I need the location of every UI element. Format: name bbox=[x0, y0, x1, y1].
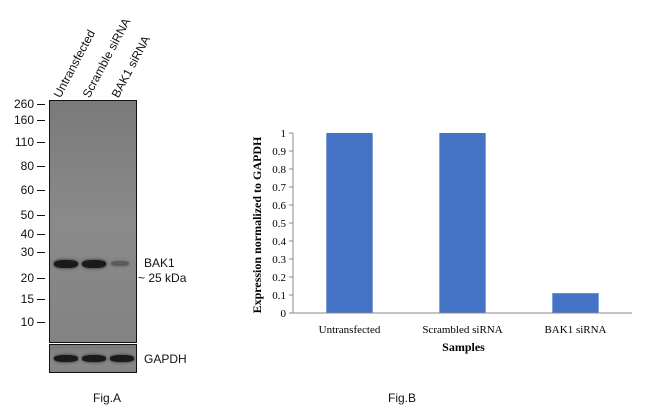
blot-membrane-main bbox=[49, 100, 137, 343]
mw-marker-160: 160 bbox=[13, 113, 34, 127]
mw-marker-60: 60 bbox=[20, 183, 34, 197]
band-bak1-scramble bbox=[82, 260, 106, 268]
mw-marker-20: 20 bbox=[20, 271, 34, 285]
figure-b-caption: Fig.B bbox=[388, 391, 417, 405]
band-gapdh-scramble bbox=[82, 355, 106, 362]
mw-tick bbox=[37, 278, 45, 279]
target-size-label: ~ 25 kDa bbox=[138, 271, 187, 285]
mw-tick bbox=[37, 104, 45, 105]
mw-tick bbox=[37, 190, 45, 191]
mw-marker-260: 260 bbox=[13, 97, 34, 111]
mw-marker-40: 40 bbox=[20, 227, 34, 241]
mw-marker-10: 10 bbox=[20, 315, 34, 329]
bar bbox=[326, 133, 373, 313]
mw-tick bbox=[37, 215, 45, 216]
x-axis-title: Samples bbox=[442, 340, 485, 354]
mw-marker-110: 110 bbox=[14, 135, 34, 149]
x-axis-tick-labels: Untransfected Scrambled siRNA BAK1 siRNA bbox=[319, 324, 607, 336]
mw-tick bbox=[37, 252, 45, 253]
mw-tick bbox=[37, 299, 45, 300]
y-tick-label: 0.1 bbox=[272, 290, 286, 302]
blot-membrane-gapdh bbox=[49, 344, 137, 373]
mw-tick bbox=[37, 120, 45, 121]
mw-marker-30: 30 bbox=[20, 245, 34, 259]
x-tick-label: BAK1 siRNA bbox=[544, 324, 606, 336]
x-tick-label: Untransfected bbox=[319, 324, 381, 336]
band-bak1-knockdown bbox=[111, 261, 129, 266]
band-gapdh-untransfected bbox=[54, 355, 78, 362]
mw-marker-50: 50 bbox=[20, 208, 34, 222]
y-tick-label: 0.8 bbox=[272, 164, 286, 176]
bar-series bbox=[326, 133, 599, 313]
loading-control-label: GAPDH bbox=[144, 352, 187, 366]
band-gapdh-bak1 bbox=[110, 355, 134, 362]
mw-marker-80: 80 bbox=[20, 159, 34, 173]
mw-marker-15: 15 bbox=[20, 292, 34, 306]
y-tick-label: 0.4 bbox=[272, 236, 286, 248]
y-tick-label: 0.6 bbox=[272, 200, 286, 212]
bar bbox=[552, 293, 599, 313]
y-tick-label: 0.2 bbox=[272, 272, 286, 284]
y-tick-label: 0.7 bbox=[272, 182, 286, 194]
y-tick-label: 0.9 bbox=[272, 146, 286, 158]
y-axis-ticks: 0 0.1 0.2 0.3 0.4 0.5 0.6 0.7 0.8 0.9 1 bbox=[272, 128, 293, 320]
bar bbox=[439, 133, 486, 313]
x-tick-label: Scrambled siRNA bbox=[422, 324, 502, 336]
y-axis-title: Expression normalized to GAPDH bbox=[250, 136, 264, 313]
y-tick-label: 0.5 bbox=[272, 218, 286, 230]
mw-tick bbox=[37, 166, 45, 167]
band-bak1-untransfected bbox=[54, 260, 78, 268]
y-tick-label: 0.3 bbox=[272, 254, 286, 266]
mw-tick bbox=[37, 322, 45, 323]
figure-a-caption: Fig.A bbox=[93, 391, 122, 405]
mw-tick bbox=[37, 234, 45, 235]
y-tick-label: 0 bbox=[281, 308, 287, 320]
mw-tick bbox=[37, 142, 45, 143]
y-tick-label: 1 bbox=[281, 128, 287, 140]
target-label: BAK1 bbox=[144, 256, 175, 270]
